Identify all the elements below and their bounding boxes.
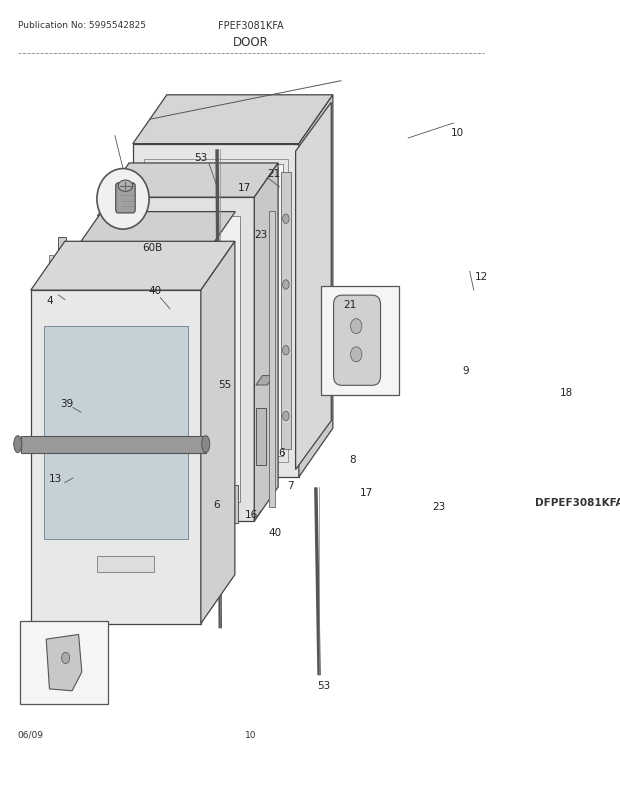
Polygon shape (48, 256, 53, 561)
FancyBboxPatch shape (116, 184, 135, 213)
Polygon shape (86, 265, 197, 553)
Text: 13: 13 (48, 473, 62, 484)
Polygon shape (115, 491, 135, 519)
Polygon shape (201, 242, 235, 624)
Text: DOOR: DOOR (233, 35, 269, 49)
Ellipse shape (283, 281, 289, 290)
Polygon shape (105, 164, 278, 198)
Text: 53: 53 (317, 680, 330, 690)
Ellipse shape (350, 347, 362, 363)
Ellipse shape (14, 436, 22, 453)
Polygon shape (120, 217, 240, 503)
Ellipse shape (118, 180, 133, 192)
Polygon shape (21, 436, 206, 453)
Text: 12: 12 (476, 272, 489, 282)
Text: 23: 23 (254, 229, 267, 240)
Polygon shape (123, 383, 148, 439)
Text: 17: 17 (238, 183, 251, 192)
Polygon shape (133, 95, 333, 144)
Ellipse shape (202, 436, 210, 453)
Polygon shape (154, 465, 170, 493)
Text: 8: 8 (349, 455, 356, 464)
Polygon shape (97, 207, 118, 217)
Polygon shape (299, 95, 333, 477)
Text: 10: 10 (451, 128, 464, 138)
Text: 21: 21 (267, 168, 280, 179)
Text: 60B: 60B (142, 243, 162, 253)
Ellipse shape (283, 346, 289, 355)
Polygon shape (20, 622, 108, 704)
Text: 40: 40 (269, 528, 282, 538)
Polygon shape (256, 409, 265, 465)
Ellipse shape (350, 319, 362, 334)
Ellipse shape (283, 215, 289, 225)
Polygon shape (149, 165, 283, 457)
Text: 39: 39 (60, 399, 73, 408)
Polygon shape (256, 376, 274, 386)
Text: 6: 6 (214, 500, 220, 509)
Polygon shape (269, 212, 275, 508)
Text: 23: 23 (432, 501, 446, 512)
Polygon shape (296, 103, 331, 470)
FancyBboxPatch shape (334, 296, 381, 386)
Text: 21: 21 (343, 300, 356, 310)
Text: 16: 16 (244, 509, 258, 519)
Polygon shape (31, 291, 201, 624)
Polygon shape (135, 391, 167, 413)
Polygon shape (321, 286, 399, 395)
Text: 4: 4 (47, 295, 53, 305)
Text: 53: 53 (194, 152, 208, 163)
Text: Publication No: 5995542825: Publication No: 5995542825 (18, 21, 146, 30)
Polygon shape (133, 144, 299, 477)
Text: 10: 10 (246, 730, 257, 739)
Polygon shape (224, 486, 238, 524)
Ellipse shape (61, 653, 69, 664)
Ellipse shape (283, 411, 289, 421)
Text: 18: 18 (560, 387, 574, 397)
Polygon shape (74, 251, 208, 565)
Text: 17: 17 (360, 488, 373, 497)
Text: 7: 7 (286, 481, 293, 491)
Polygon shape (97, 557, 154, 572)
Text: 55: 55 (218, 379, 232, 390)
Text: 9: 9 (463, 366, 469, 375)
Text: DFPEF3081KFA: DFPEF3081KFA (535, 497, 620, 507)
Polygon shape (105, 198, 254, 521)
Polygon shape (58, 237, 66, 580)
Text: 06/09: 06/09 (18, 730, 44, 739)
Polygon shape (281, 172, 291, 449)
Polygon shape (74, 213, 236, 251)
Text: FPEF3081KFA: FPEF3081KFA (218, 21, 284, 30)
Polygon shape (122, 194, 136, 205)
Polygon shape (210, 261, 216, 557)
Text: 40: 40 (149, 286, 162, 296)
Polygon shape (44, 326, 188, 539)
Polygon shape (254, 164, 278, 521)
Polygon shape (31, 242, 235, 291)
Polygon shape (46, 634, 82, 691)
Circle shape (97, 169, 149, 230)
Text: 6: 6 (278, 447, 285, 457)
